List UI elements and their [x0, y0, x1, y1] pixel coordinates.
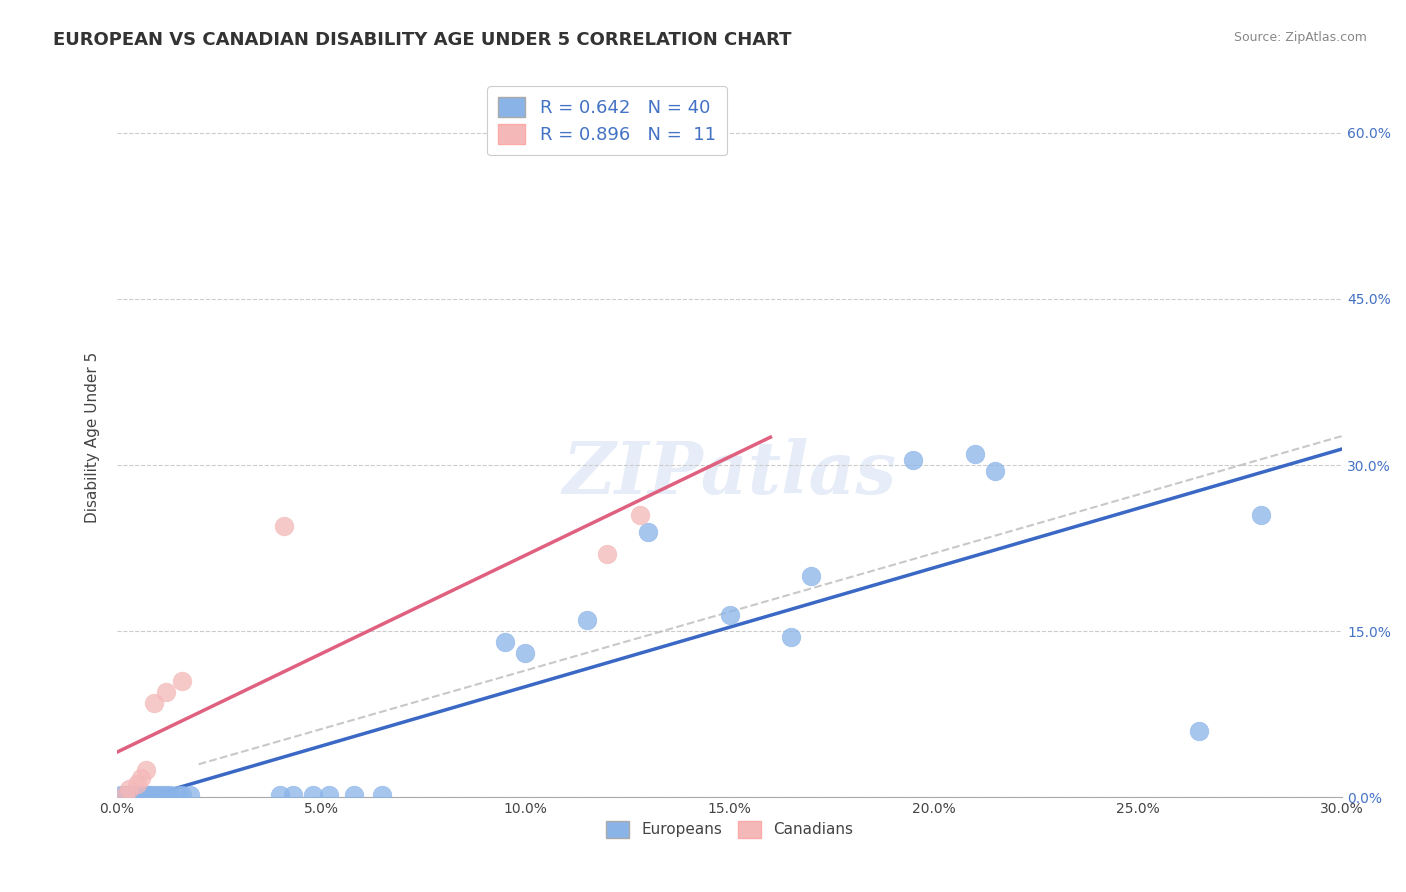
Point	[718, 607, 741, 622]
Point	[167, 789, 190, 803]
Point	[118, 789, 141, 803]
Point	[984, 464, 1007, 478]
Point	[780, 630, 803, 644]
Point	[172, 674, 194, 689]
Point	[135, 789, 157, 803]
Point	[179, 789, 201, 803]
Point	[131, 789, 153, 803]
Point	[269, 789, 291, 803]
Point	[343, 789, 366, 803]
Point	[172, 789, 194, 803]
Point	[135, 763, 157, 777]
Text: Source: ZipAtlas.com: Source: ZipAtlas.com	[1233, 31, 1367, 45]
Point	[318, 789, 340, 803]
Point	[1188, 723, 1211, 738]
Point	[281, 789, 304, 803]
Point	[127, 777, 149, 791]
Point	[122, 789, 145, 803]
Point	[118, 781, 141, 796]
Point	[142, 696, 165, 710]
Point	[1250, 508, 1272, 522]
Point	[131, 771, 153, 785]
Point	[575, 613, 598, 627]
Point	[114, 789, 136, 803]
Legend: Europeans, Canadians: Europeans, Canadians	[600, 815, 859, 844]
Point	[142, 789, 165, 803]
Point	[122, 789, 145, 803]
Point	[118, 789, 141, 803]
Point	[127, 789, 149, 803]
Point	[302, 789, 325, 803]
Point	[515, 647, 537, 661]
Point	[155, 789, 177, 803]
Point	[628, 508, 651, 522]
Text: ZIPatlas: ZIPatlas	[562, 438, 897, 509]
Point	[800, 569, 823, 583]
Point	[903, 452, 925, 467]
Point	[596, 547, 619, 561]
Point	[150, 789, 173, 803]
Point	[155, 685, 177, 699]
Point	[159, 789, 181, 803]
Point	[138, 789, 160, 803]
Point	[273, 519, 295, 533]
Point	[131, 789, 153, 803]
Point	[494, 635, 516, 649]
Point	[138, 789, 160, 803]
Point	[371, 789, 394, 803]
Point	[637, 524, 659, 539]
Point	[127, 789, 149, 803]
Text: EUROPEAN VS CANADIAN DISABILITY AGE UNDER 5 CORRELATION CHART: EUROPEAN VS CANADIAN DISABILITY AGE UNDE…	[53, 31, 792, 49]
Point	[114, 789, 136, 803]
Y-axis label: Disability Age Under 5: Disability Age Under 5	[86, 351, 100, 523]
Point	[110, 789, 132, 803]
Point	[146, 789, 169, 803]
Point	[114, 789, 136, 803]
Point	[963, 447, 986, 461]
